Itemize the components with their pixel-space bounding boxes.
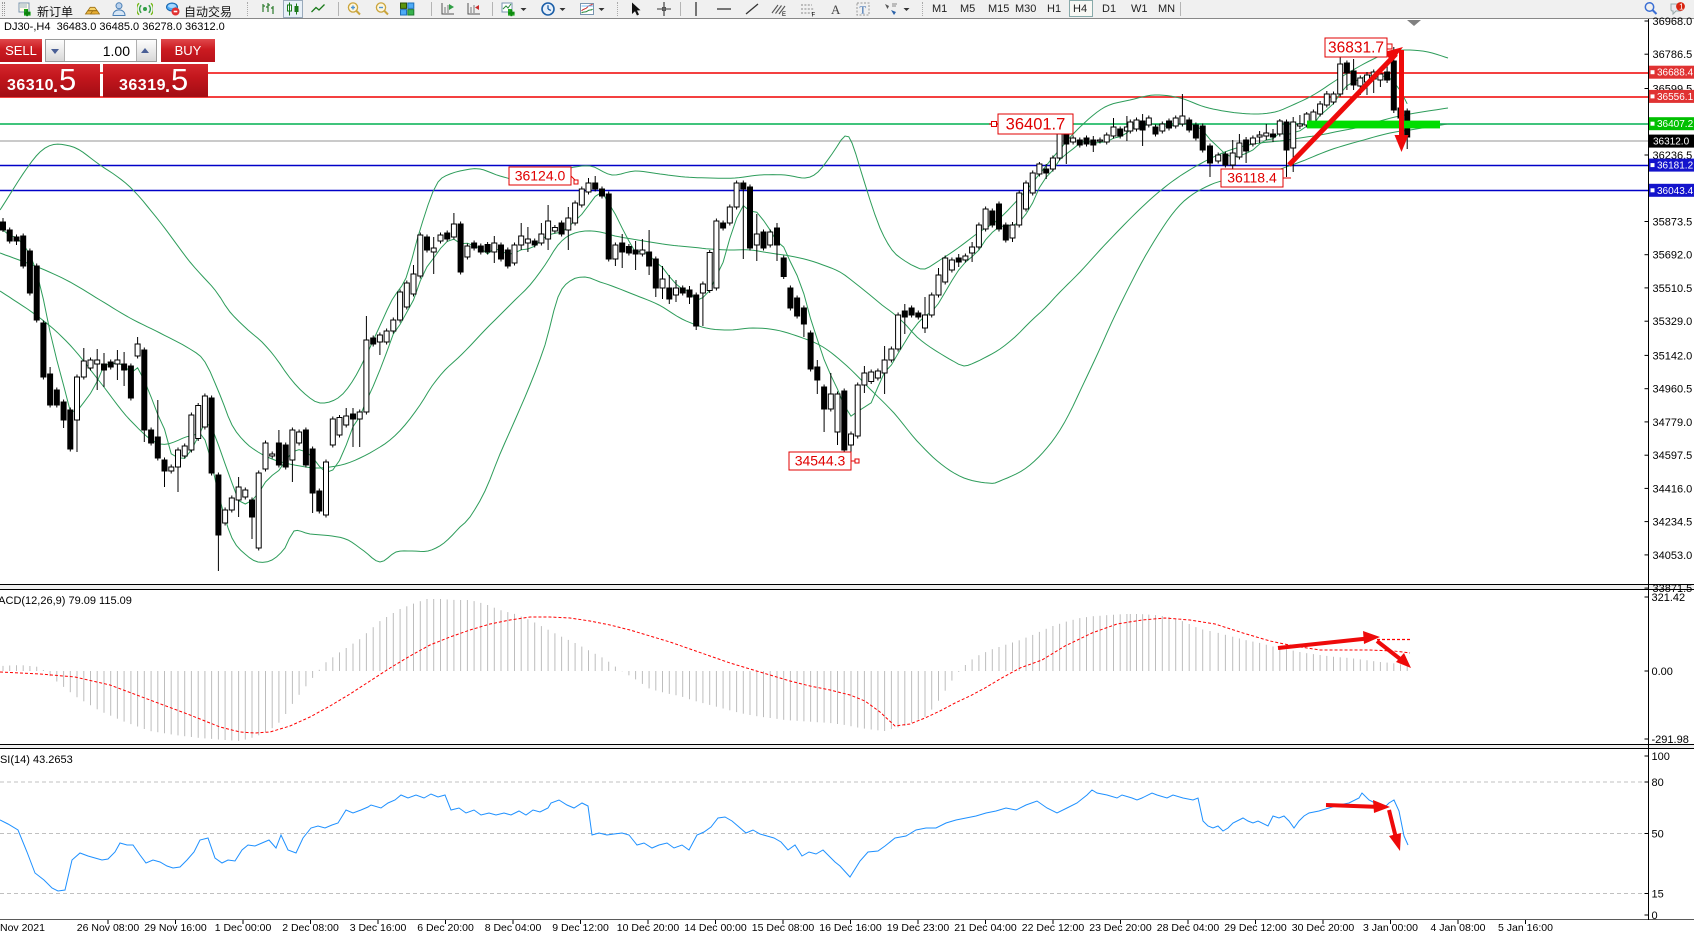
svg-text:35329.0: 35329.0: [1653, 316, 1693, 328]
svg-text:15 Dec 08:00: 15 Dec 08:00: [752, 922, 815, 934]
svg-text:MACD(12,26,9) 79.09 115.09: MACD(12,26,9) 79.09 115.09: [0, 595, 132, 607]
svg-text:80: 80: [1652, 777, 1664, 789]
svg-text:29 Nov 16:00: 29 Nov 16:00: [144, 922, 207, 934]
svg-text:1 Dec 00:00: 1 Dec 00:00: [215, 922, 272, 934]
svg-text:36312.0: 36312.0: [1653, 137, 1690, 148]
svg-text:RSI(14) 43.2653: RSI(14) 43.2653: [0, 754, 73, 766]
svg-text:Nov 2021: Nov 2021: [0, 922, 45, 934]
svg-text:36181.2: 36181.2: [1657, 161, 1694, 172]
svg-text:3 Jan 00:00: 3 Jan 00:00: [1363, 922, 1418, 934]
svg-text:4 Jan 08:00: 4 Jan 08:00: [1431, 922, 1486, 934]
svg-text:36831.7: 36831.7: [1328, 40, 1384, 57]
svg-text:2 Dec 08:00: 2 Dec 08:00: [282, 922, 339, 934]
svg-text:1: 1: [1679, 2, 1684, 12]
svg-text:21 Dec 04:00: 21 Dec 04:00: [954, 922, 1017, 934]
svg-text:6 Dec 20:00: 6 Dec 20:00: [417, 922, 474, 934]
svg-text:34960.5: 34960.5: [1653, 384, 1693, 396]
svg-text:0.00: 0.00: [1652, 666, 1673, 678]
svg-text:36556.1: 36556.1: [1657, 92, 1694, 103]
svg-text:29 Dec 12:00: 29 Dec 12:00: [1224, 922, 1287, 934]
svg-text:35510.5: 35510.5: [1653, 283, 1693, 295]
svg-text:9 Dec 12:00: 9 Dec 12:00: [552, 922, 609, 934]
svg-text:36968.0: 36968.0: [1653, 16, 1693, 28]
svg-text:36688.4: 36688.4: [1657, 68, 1694, 79]
svg-text:F: F: [812, 13, 816, 18]
svg-text:T: T: [860, 5, 867, 17]
svg-text:50: 50: [1652, 829, 1664, 841]
svg-text:30 Dec 20:00: 30 Dec 20:00: [1292, 922, 1355, 934]
svg-text:33871.5: 33871.5: [1653, 583, 1693, 595]
svg-text:34597.5: 34597.5: [1653, 450, 1693, 462]
svg-text:321.42: 321.42: [1652, 592, 1686, 604]
svg-text:35692.0: 35692.0: [1653, 250, 1693, 262]
svg-text:34779.0: 34779.0: [1653, 417, 1693, 429]
svg-text:8 Dec 04:00: 8 Dec 04:00: [485, 922, 542, 934]
svg-text:35142.0: 35142.0: [1653, 350, 1693, 362]
svg-text:34544.3: 34544.3: [795, 453, 846, 469]
svg-text:15: 15: [1652, 889, 1664, 901]
svg-text:23 Dec 20:00: 23 Dec 20:00: [1089, 922, 1152, 934]
svg-text:5 Jan 16:00: 5 Jan 16:00: [1498, 922, 1553, 934]
svg-text:A: A: [831, 2, 841, 17]
svg-text:36124.0: 36124.0: [515, 168, 566, 184]
svg-text:36401.7: 36401.7: [1006, 116, 1066, 134]
svg-text:36118.4: 36118.4: [1227, 170, 1277, 186]
svg-text:22 Dec 12:00: 22 Dec 12:00: [1022, 922, 1085, 934]
svg-text:34053.0: 34053.0: [1653, 550, 1693, 562]
svg-text:34416.0: 34416.0: [1653, 483, 1693, 495]
svg-text:10 Dec 20:00: 10 Dec 20:00: [617, 922, 680, 934]
svg-text:0: 0: [1652, 910, 1658, 922]
svg-text:E: E: [782, 12, 786, 17]
svg-text:100: 100: [1652, 751, 1670, 763]
svg-text:36407.2: 36407.2: [1657, 119, 1694, 130]
svg-text:34234.5: 34234.5: [1653, 517, 1693, 529]
svg-text:19 Dec 23:00: 19 Dec 23:00: [887, 922, 950, 934]
svg-text:26 Nov 08:00: 26 Nov 08:00: [77, 922, 140, 934]
svg-text:36786.5: 36786.5: [1653, 49, 1693, 61]
svg-text:-291.98: -291.98: [1652, 734, 1689, 746]
svg-text:14 Dec 00:00: 14 Dec 00:00: [684, 922, 747, 934]
svg-text:36043.4: 36043.4: [1657, 186, 1694, 197]
svg-text:35873.5: 35873.5: [1653, 217, 1693, 229]
svg-text:16 Dec 16:00: 16 Dec 16:00: [819, 922, 882, 934]
svg-text:28 Dec 04:00: 28 Dec 04:00: [1157, 922, 1220, 934]
svg-text:3 Dec 16:00: 3 Dec 16:00: [350, 922, 407, 934]
